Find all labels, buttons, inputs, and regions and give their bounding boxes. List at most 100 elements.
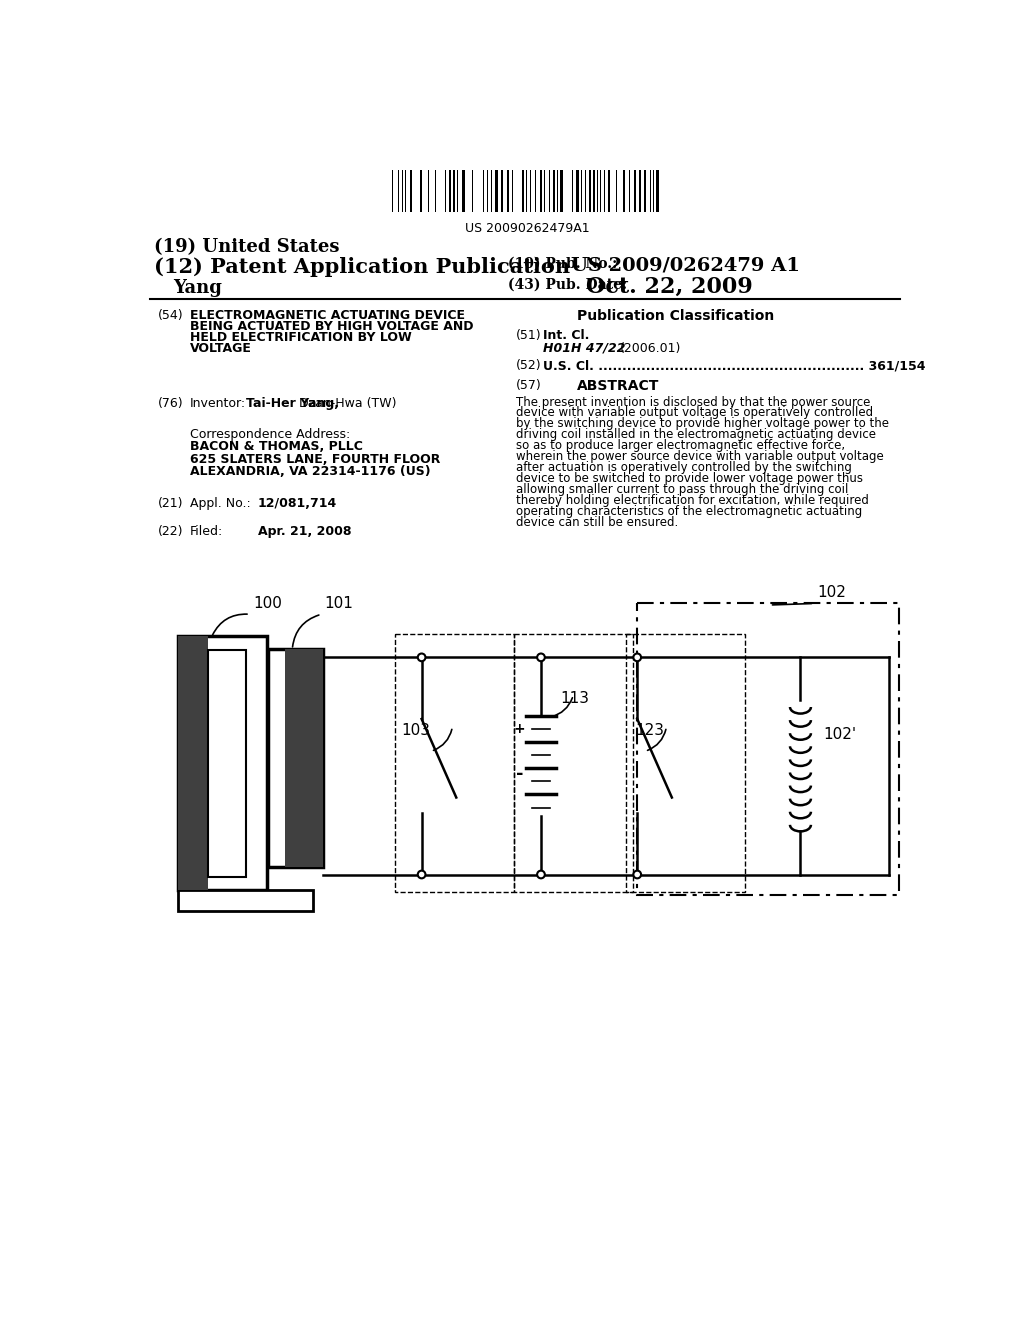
Text: 103: 103	[401, 723, 431, 738]
Text: 12/081,714: 12/081,714	[258, 498, 337, 511]
Bar	[549, 170, 550, 213]
Text: The present invention is disclosed by that the power source: The present invention is disclosed by th…	[515, 396, 870, 409]
Text: (21): (21)	[158, 498, 183, 511]
Text: (43) Pub. Date:: (43) Pub. Date:	[508, 277, 627, 292]
Text: BEING ACTUATED BY HIGH VOLTAGE AND: BEING ACTUATED BY HIGH VOLTAGE AND	[189, 321, 473, 333]
Bar	[267, 649, 323, 867]
Bar	[593, 170, 595, 213]
Bar	[495, 170, 498, 213]
Bar	[178, 890, 313, 911]
Bar	[626, 635, 745, 892]
Bar	[608, 170, 610, 213]
Text: (2006.01): (2006.01)	[620, 342, 681, 355]
Text: Tai-Her Yang,: Tai-Her Yang,	[246, 397, 339, 411]
Bar	[623, 170, 625, 213]
Text: device can still be ensured.: device can still be ensured.	[515, 516, 678, 529]
Text: BACON & THOMAS, PLLC: BACON & THOMAS, PLLC	[189, 441, 362, 453]
Bar	[560, 170, 562, 213]
Text: so as to produce larger electromagnetic effective force,: so as to produce larger electromagnetic …	[515, 440, 845, 453]
Bar	[178, 636, 267, 890]
Text: device with variable output voltage is operatively controlled: device with variable output voltage is o…	[515, 407, 872, 420]
Text: Filed:: Filed:	[189, 525, 223, 539]
Bar	[521, 170, 524, 213]
Text: Apr. 21, 2008: Apr. 21, 2008	[258, 525, 351, 539]
Bar	[590, 170, 591, 213]
Bar	[637, 603, 899, 895]
Text: Inventor:: Inventor:	[189, 397, 246, 411]
Text: ELECTROMAGNETIC ACTUATING DEVICE: ELECTROMAGNETIC ACTUATING DEVICE	[189, 309, 465, 322]
Bar	[577, 170, 579, 213]
Bar	[394, 635, 514, 892]
Text: Int. Cl.: Int. Cl.	[543, 330, 589, 342]
Bar	[462, 170, 465, 213]
Circle shape	[418, 871, 425, 878]
Bar	[541, 170, 542, 213]
Text: Correspondence Address:: Correspondence Address:	[189, 428, 350, 441]
Bar	[454, 170, 455, 213]
Bar	[656, 170, 658, 213]
Text: 101: 101	[325, 597, 353, 611]
Text: US 20090262479A1: US 20090262479A1	[465, 222, 590, 235]
Text: (76): (76)	[158, 397, 183, 411]
Text: US 2009/0262479 A1: US 2009/0262479 A1	[571, 257, 800, 275]
Circle shape	[418, 653, 425, 661]
Text: -: -	[516, 764, 523, 783]
Text: operating characteristics of the electromagnetic actuating: operating characteristics of the electro…	[515, 506, 862, 517]
Bar	[397, 170, 399, 213]
Bar	[208, 649, 246, 876]
Text: HELD ELECTRIFICATION BY LOW: HELD ELECTRIFICATION BY LOW	[189, 331, 412, 345]
Text: (54): (54)	[158, 309, 183, 322]
Text: +: +	[514, 722, 525, 737]
Bar	[420, 170, 422, 213]
Circle shape	[634, 871, 641, 878]
Text: by the switching device to provide higher voltage power to the: by the switching device to provide highe…	[515, 417, 889, 430]
Bar	[178, 636, 208, 890]
Circle shape	[538, 871, 545, 878]
Text: Appl. No.:: Appl. No.:	[189, 498, 251, 511]
Bar	[285, 649, 323, 867]
Text: H01H 47/22: H01H 47/22	[543, 342, 625, 355]
Text: (52): (52)	[515, 359, 542, 372]
Bar	[644, 170, 646, 213]
Text: 113: 113	[560, 692, 589, 706]
Text: thereby holding electrification for excitation, while required: thereby holding electrification for exci…	[515, 494, 868, 507]
Bar	[571, 170, 573, 213]
Bar	[514, 635, 634, 892]
Text: (10) Pub. No.:: (10) Pub. No.:	[508, 257, 617, 271]
Text: wherein the power source device with variable output voltage: wherein the power source device with var…	[515, 450, 884, 463]
Bar	[639, 170, 641, 213]
Text: 100: 100	[254, 597, 283, 611]
Bar	[585, 170, 587, 213]
Bar	[450, 170, 451, 213]
Text: 102': 102'	[823, 726, 857, 742]
Text: ABSTRACT: ABSTRACT	[578, 379, 659, 392]
Text: Publication Classification: Publication Classification	[578, 309, 774, 323]
Text: Yang: Yang	[173, 280, 222, 297]
Text: Dzan-Hwa (TW): Dzan-Hwa (TW)	[295, 397, 396, 411]
Text: 625 SLATERS LANE, FOURTH FLOOR: 625 SLATERS LANE, FOURTH FLOOR	[189, 453, 440, 466]
Text: 123: 123	[635, 723, 664, 738]
Circle shape	[634, 653, 641, 661]
Bar	[553, 170, 555, 213]
Text: 102: 102	[817, 585, 846, 601]
Bar	[501, 170, 503, 213]
Text: allowing smaller current to pass through the driving coil: allowing smaller current to pass through…	[515, 483, 848, 496]
Circle shape	[538, 653, 545, 661]
Bar	[435, 170, 436, 213]
Text: driving coil installed in the electromagnetic actuating device: driving coil installed in the electromag…	[515, 429, 876, 441]
Text: (51): (51)	[515, 330, 542, 342]
Text: device to be switched to provide lower voltage power thus: device to be switched to provide lower v…	[515, 473, 862, 484]
Text: (57): (57)	[515, 379, 542, 392]
Text: (22): (22)	[158, 525, 183, 539]
Bar	[507, 170, 509, 213]
Bar	[410, 170, 412, 213]
Text: ALEXANDRIA, VA 22314-1176 (US): ALEXANDRIA, VA 22314-1176 (US)	[189, 465, 430, 478]
Text: (12) Patent Application Publication: (12) Patent Application Publication	[154, 257, 569, 277]
Text: (19) United States: (19) United States	[154, 238, 339, 256]
Text: U.S. Cl. ........................................................ 361/154: U.S. Cl. ...............................…	[543, 359, 925, 372]
Bar	[490, 170, 493, 213]
Bar	[634, 170, 637, 213]
Text: VOLTAGE: VOLTAGE	[189, 342, 252, 355]
Bar	[472, 170, 473, 213]
Text: after actuation is operatively controlled by the switching: after actuation is operatively controlle…	[515, 461, 851, 474]
